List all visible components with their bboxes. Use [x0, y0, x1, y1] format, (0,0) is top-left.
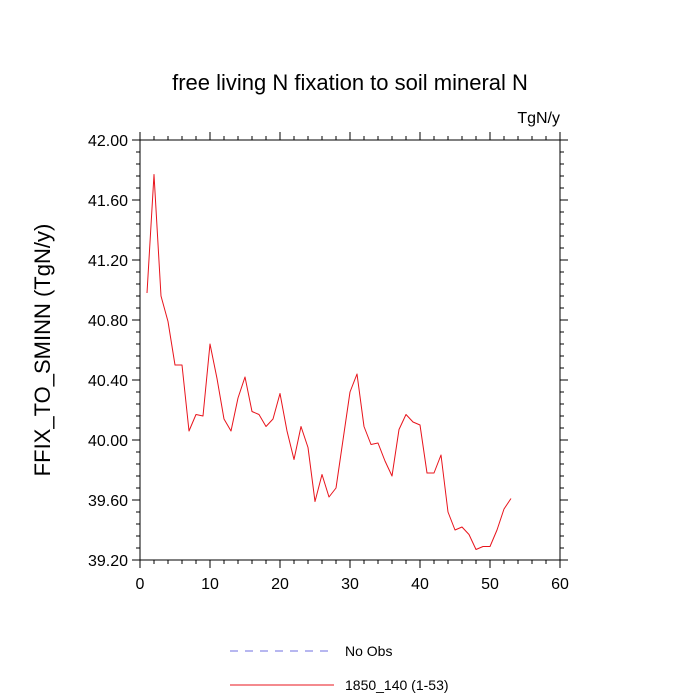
y-tick-label: 39.60 — [88, 493, 128, 510]
legend: No Obs 1850_140 (1-53) — [230, 643, 449, 693]
legend-label-1850-140: 1850_140 (1-53) — [345, 677, 449, 693]
y-tick-label: 40.00 — [88, 433, 128, 450]
x-tick-label: 50 — [481, 576, 499, 593]
legend-label-no-obs: No Obs — [345, 643, 392, 659]
x-tick-label: 30 — [341, 576, 359, 593]
x-tick-label: 10 — [201, 576, 219, 593]
x-tick-label: 20 — [271, 576, 289, 593]
y-tick-label: 41.60 — [88, 193, 128, 210]
plot-frame — [139, 139, 561, 561]
y-tick-labels: 39.20 39.60 40.00 40.40 40.80 41.20 41.60 42.00 — [88, 133, 128, 570]
series-line-1850-140-1-53 — [146, 174, 512, 550]
y-tick-label: 42.00 — [88, 133, 128, 150]
y-tick-label: 40.80 — [88, 313, 128, 330]
y-tick-label: 41.20 — [88, 253, 128, 270]
x-tick-label: 0 — [136, 576, 145, 593]
axis-ticks — [132, 132, 568, 568]
y-tick-label: 39.20 — [88, 553, 128, 570]
y-tick-label: 40.40 — [88, 373, 128, 390]
series-lines — [146, 174, 512, 550]
chart-title: free living N fixation to soil mineral N — [172, 70, 528, 95]
x-tick-label: 60 — [551, 576, 569, 593]
x-tick-labels: 0 10 20 30 40 50 60 — [136, 576, 569, 593]
y-axis-label: FFIX_TO_SMINN (TgN/y) — [30, 224, 55, 477]
units-label: TgN/y — [517, 110, 560, 127]
x-tick-label: 40 — [411, 576, 429, 593]
